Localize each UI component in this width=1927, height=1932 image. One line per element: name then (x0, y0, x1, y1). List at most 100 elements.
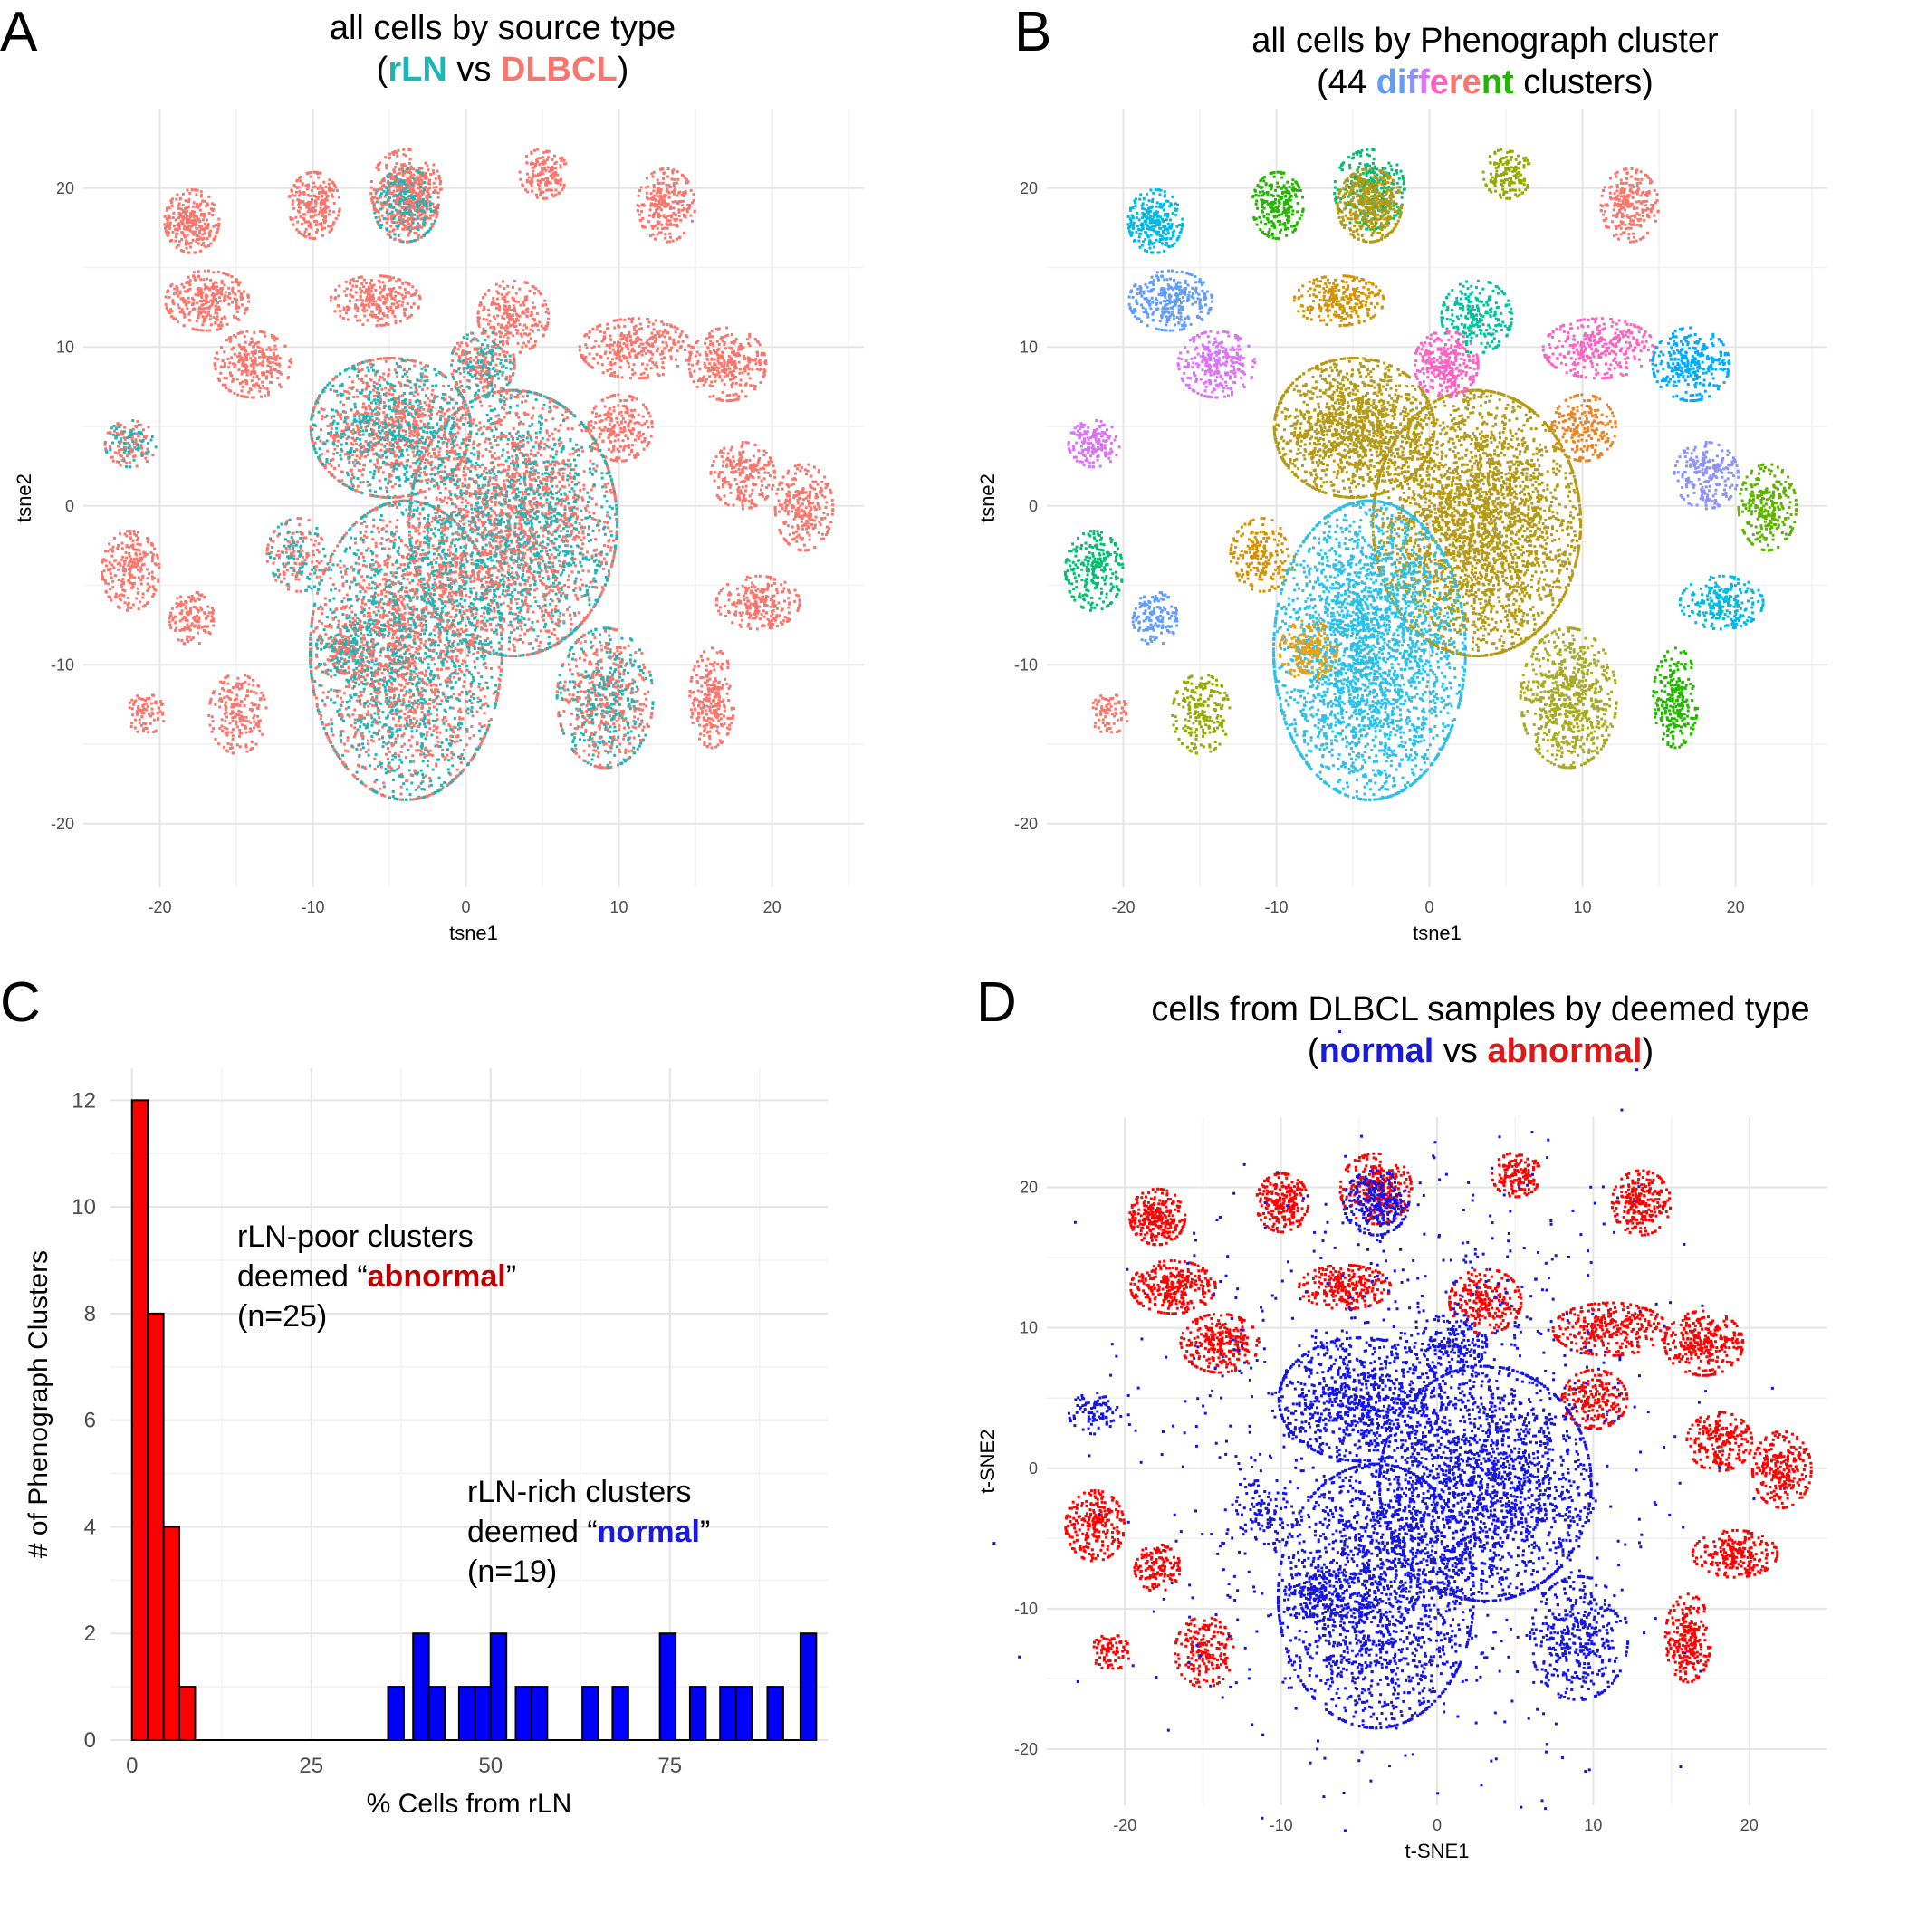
y-tick-label: 0 (1029, 497, 1038, 515)
y-axis-label: tsne2 (976, 473, 999, 522)
bar-normal (457, 1686, 476, 1741)
different-letter: f (1418, 63, 1430, 101)
bar-normal (387, 1686, 405, 1741)
different-letter: t (1502, 63, 1514, 101)
y-tick-label: 4 (84, 1515, 96, 1539)
bar-normal (514, 1686, 532, 1741)
y-tick-label: 0 (1029, 1459, 1038, 1478)
panel-d-title-line1: cells from DLBCL samples by deemed type (1041, 989, 1920, 1030)
x-tick-label: 10 (1584, 1816, 1602, 1834)
y-tick-label: 20 (1020, 179, 1038, 197)
bar-normal (611, 1686, 629, 1741)
bar-normal (799, 1632, 818, 1742)
y-tick-label: -20 (1014, 1740, 1038, 1758)
y-axis-label: tsne2 (13, 473, 35, 522)
different-letter: f (1406, 63, 1418, 101)
bar-normal (766, 1686, 784, 1741)
x-tick-label: 20 (763, 898, 781, 916)
y-tick-label: 0 (65, 497, 74, 515)
y-tick-label: 20 (56, 179, 74, 197)
panel-d-title-line2: (normal vs abnormal) (1041, 1030, 1920, 1072)
x-tick-label: -10 (1265, 898, 1289, 916)
scatter-plot-b: -20 -10 0 10 20 -20 -10 0 10 20 tsne1 tsne2 (976, 109, 1827, 944)
x-tick-label: 0 (126, 1754, 138, 1778)
x-tick-label: -10 (1270, 1816, 1293, 1834)
panel-b-title-line1: all cells by Phenograph cluster (1050, 20, 1920, 62)
bar-normal (719, 1686, 737, 1741)
points (100, 148, 835, 801)
y-axis-label: # of Phenograph Clusters (24, 1250, 53, 1558)
normal-label: normal (1319, 1032, 1434, 1070)
x-axis-label: t-SNE1 (1405, 1840, 1470, 1862)
y-axis-label: t-SNE2 (976, 1430, 999, 1494)
bar-normal (530, 1686, 549, 1741)
bar-normal (412, 1632, 430, 1742)
y-tick-label: 10 (56, 338, 74, 356)
x-tick-label: 0 (1425, 898, 1434, 916)
panel-letter-b: B (1014, 0, 1051, 64)
y-tick-label: 6 (84, 1409, 96, 1433)
x-axis-label: tsne1 (449, 922, 498, 944)
y-tick-label: -20 (1014, 815, 1038, 833)
x-axis-label: tsne1 (1413, 922, 1462, 944)
bar-normal (658, 1632, 677, 1742)
panel-d-title: cells from DLBCL samples by deemed type … (1041, 989, 1920, 1072)
x-tick-label: 75 (657, 1754, 682, 1778)
different-letter: i (1397, 63, 1407, 101)
plot-grid (110, 1068, 828, 1741)
bar-normal (427, 1686, 446, 1741)
bar-normal (688, 1686, 707, 1741)
annotation-rln-poor: rLN-poor clusters deemed “abnormal” (n=2… (237, 1217, 516, 1336)
y-tick-label: 8 (84, 1302, 96, 1326)
scatter-plot-a: -20 -10 0 10 20 -20 -10 0 10 20 tsne1 tsne2 (13, 109, 864, 944)
y-tick-label: 10 (72, 1195, 96, 1219)
panel-a-title-line1: all cells by source type (36, 7, 969, 49)
panel-letter-a: A (0, 0, 37, 64)
panel-letter-d: D (976, 971, 1017, 1035)
x-tick-label: 10 (610, 898, 628, 916)
histogram-c: 0 25 50 75 0 2 4 6 8 10 12 % Cells from rLN # of Phe… (24, 1068, 828, 1819)
y-tick-label: -10 (51, 655, 74, 674)
abnormal-word: abnormal (368, 1259, 506, 1294)
x-tick-label: 10 (1574, 898, 1592, 916)
x-tick-label: -20 (149, 898, 172, 916)
bar-normal (474, 1686, 492, 1741)
x-axis-label: % Cells from rLN (367, 1789, 572, 1819)
annotation-rln-rich: rLN-rich clusters deemed “normal” (n=19) (467, 1472, 710, 1592)
plot-grid (1047, 1117, 1827, 1805)
rln-label: rLN (388, 51, 446, 89)
x-tick-label: 25 (299, 1754, 323, 1778)
bar-abnormal (147, 1312, 165, 1741)
panel-b-title-line2: (44 different clusters) (1050, 62, 1920, 103)
x-tick-label: 20 (1727, 898, 1745, 916)
normal-word: normal (598, 1515, 700, 1549)
panel-a-title-line2: (rLN vs DLBCL) (36, 49, 969, 91)
different-letter: r (1449, 63, 1462, 101)
y-tick-label: -20 (51, 815, 74, 833)
x-tick-label: -20 (1112, 898, 1136, 916)
panel-letter-c: C (0, 971, 41, 1035)
panel-b-title: all cells by Phenograph cluster (44 diff… (1050, 20, 1920, 103)
y-tick-label: 10 (1020, 1319, 1038, 1337)
different-letter: d (1376, 63, 1397, 101)
y-tick-label: 20 (1020, 1179, 1038, 1197)
dlbcl-label: DLBCL (501, 51, 618, 89)
x-tick-label: -10 (302, 898, 325, 916)
bar-abnormal (130, 1099, 149, 1742)
x-tick-label: 50 (478, 1754, 503, 1778)
bar-normal (734, 1686, 753, 1741)
different-letter: e (1462, 63, 1481, 101)
y-tick-label: -10 (1014, 1600, 1038, 1618)
y-tick-label: 0 (84, 1728, 96, 1753)
abnormal-label: abnormal (1487, 1032, 1642, 1070)
panel-a-title: all cells by source type (rLN vs DLBCL) (36, 7, 969, 91)
x-tick-label: 0 (1433, 1816, 1442, 1834)
y-tick-label: 10 (1020, 338, 1038, 356)
y-tick-label: -10 (1014, 655, 1038, 674)
bar-abnormal (162, 1526, 181, 1742)
different-letter: e (1430, 63, 1449, 101)
bar-normal (489, 1632, 508, 1742)
different-word: different (1376, 63, 1514, 101)
scatter-plot-d: -20 -10 0 10 20 -20 -10 0 10 20 t-SNE1 t-SNE2 (976, 1030, 1827, 1862)
points (1063, 148, 1798, 801)
